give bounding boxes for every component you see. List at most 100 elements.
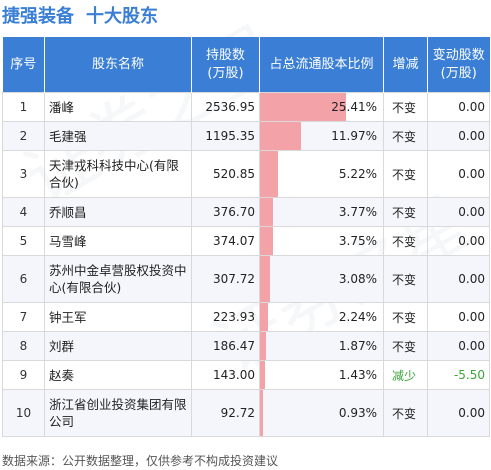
ratio-value: 0.93% <box>338 406 377 420</box>
ratio-bar <box>260 361 265 389</box>
change-shares: 0.00 <box>427 331 490 361</box>
shareholder-name: 刘群 <box>44 331 192 361</box>
col-header-delta-line1: 变动股数 <box>432 47 485 63</box>
shareholder-name: 浙江省创业投资集团有限公司 <box>44 389 192 437</box>
shareholders-table: 序号 股东名称 持股数 (万股) 占总流通股本比例 增减 变动股数 (万股) 1… <box>2 37 490 437</box>
change-shares: -5.50 <box>427 360 490 390</box>
shareholder-name: 赵奏 <box>44 360 192 390</box>
change-status: 不变 <box>383 92 428 122</box>
row-index: 2 <box>2 121 45 151</box>
ratio-value: 3.08% <box>338 272 377 286</box>
shareholder-name: 钟王军 <box>44 302 192 332</box>
change-shares: 0.00 <box>427 255 490 303</box>
ratio-cell: 11.97% <box>259 121 384 151</box>
col-header-shares-line1: 持股数 <box>205 47 245 63</box>
change-shares: 0.00 <box>427 389 490 437</box>
shareholder-name: 马雪峰 <box>44 226 192 256</box>
ratio-value: 3.77% <box>338 205 377 219</box>
ratio-cell: 1.43% <box>259 360 384 390</box>
ratio-cell: 3.08% <box>259 255 384 303</box>
ratio-cell: 1.87% <box>259 331 384 361</box>
row-index: 4 <box>2 197 45 227</box>
ratio-cell: 3.75% <box>259 226 384 256</box>
table-header-row: 序号 股东名称 持股数 (万股) 占总流通股本比例 增减 变动股数 (万股) <box>2 37 490 93</box>
shares-held: 186.47 <box>191 331 260 361</box>
ratio-value: 5.22% <box>338 167 377 181</box>
page-title: 捷强装备 十大股东 <box>2 2 158 28</box>
change-status: 减少 <box>383 360 428 390</box>
row-index: 9 <box>2 360 45 390</box>
col-header-delta-line2: (万股) <box>440 65 477 81</box>
table-row: 3 天津戎科科技中心(有限合伙) 520.85 5.22% 不变 0.00 <box>2 150 490 198</box>
col-header-shares-line2: (万股) <box>207 65 244 81</box>
ratio-cell: 5.22% <box>259 150 384 198</box>
col-header-shares: 持股数 (万股) <box>191 37 260 93</box>
change-shares: 0.00 <box>427 121 490 151</box>
ratio-bar <box>260 198 273 226</box>
change-status: 不变 <box>383 302 428 332</box>
shares-held: 374.07 <box>191 226 260 256</box>
col-header-delta: 变动股数 (万股) <box>427 37 490 93</box>
row-index: 5 <box>2 226 45 256</box>
shares-held: 1195.35 <box>191 121 260 151</box>
shares-held: 92.72 <box>191 389 260 437</box>
col-header-ratio: 占总流通股本比例 <box>259 37 384 93</box>
row-index: 10 <box>2 389 45 437</box>
row-index: 8 <box>2 331 45 361</box>
change-shares: 0.00 <box>427 197 490 227</box>
change-status: 不变 <box>383 226 428 256</box>
table-row: 6 苏州中金卓营股权投资中心(有限合伙) 307.72 3.08% 不变 0.00 <box>2 255 490 303</box>
shares-held: 143.00 <box>191 360 260 390</box>
ratio-value: 1.43% <box>338 368 377 382</box>
shares-held: 376.70 <box>191 197 260 227</box>
change-status: 不变 <box>383 331 428 361</box>
data-source-note: 数据来源：公开数据整理，仅供参考不构成投资建议 <box>2 454 279 468</box>
table-row: 1 潘峰 2536.95 25.41% 不变 0.00 <box>2 92 490 122</box>
table-row: 4 乔顺昌 376.70 3.77% 不变 0.00 <box>2 197 490 227</box>
table-row: 7 钟王军 223.93 2.24% 不变 0.00 <box>2 302 490 332</box>
ratio-cell: 25.41% <box>259 92 384 122</box>
col-header-index: 序号 <box>2 37 45 93</box>
change-status: 不变 <box>383 197 428 227</box>
ratio-value: 1.87% <box>338 339 377 353</box>
ratio-value: 3.75% <box>338 234 377 248</box>
ratio-cell: 0.93% <box>259 389 384 437</box>
ratio-cell: 3.77% <box>259 197 384 227</box>
change-shares: 0.00 <box>427 226 490 256</box>
shares-held: 223.93 <box>191 302 260 332</box>
ratio-bar <box>260 151 278 197</box>
shares-held: 2536.95 <box>191 92 260 122</box>
row-index: 1 <box>2 92 45 122</box>
shareholder-name: 苏州中金卓营股权投资中心(有限合伙) <box>44 255 192 303</box>
shares-held: 307.72 <box>191 255 260 303</box>
ratio-value: 2.24% <box>338 310 377 324</box>
change-status: 不变 <box>383 150 428 198</box>
change-status: 不变 <box>383 121 428 151</box>
ratio-bar <box>260 303 268 331</box>
ratio-value: 11.97% <box>331 129 377 143</box>
row-index: 3 <box>2 150 45 198</box>
change-shares: 0.00 <box>427 92 490 122</box>
row-index: 6 <box>2 255 45 303</box>
shareholder-name: 乔顺昌 <box>44 197 192 227</box>
col-header-name: 股东名称 <box>44 37 192 93</box>
row-index: 7 <box>2 302 45 332</box>
ratio-value: 25.41% <box>331 100 377 114</box>
ratio-bar <box>260 332 267 360</box>
ratio-bar <box>260 227 273 255</box>
change-shares: 0.00 <box>427 302 490 332</box>
table-row: 2 毛建强 1195.35 11.97% 不变 0.00 <box>2 121 490 151</box>
ratio-bar <box>260 256 271 302</box>
change-status: 不变 <box>383 255 428 303</box>
shareholder-name: 潘峰 <box>44 92 192 122</box>
shareholder-name: 毛建强 <box>44 121 192 151</box>
ratio-cell: 2.24% <box>259 302 384 332</box>
ratio-bar <box>260 390 264 436</box>
col-header-change: 增减 <box>383 37 428 93</box>
section-title: 十大股东 <box>86 6 158 27</box>
ratio-bar <box>260 122 301 150</box>
change-status: 不变 <box>383 389 428 437</box>
table-row: 5 马雪峰 374.07 3.75% 不变 0.00 <box>2 226 490 256</box>
company-name: 捷强装备 <box>2 6 74 27</box>
table-row: 8 刘群 186.47 1.87% 不变 0.00 <box>2 331 490 361</box>
